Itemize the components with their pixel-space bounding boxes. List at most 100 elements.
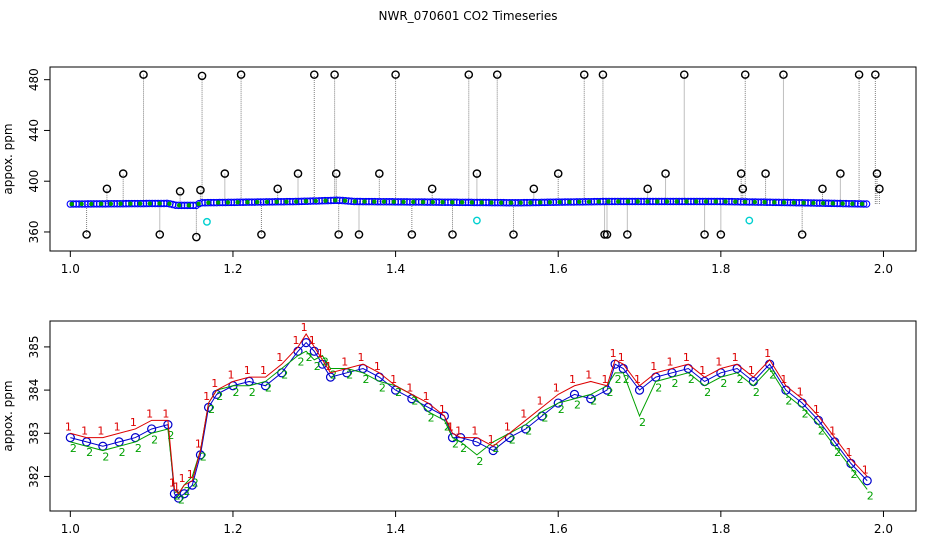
series-point-1: 1 bbox=[325, 360, 332, 373]
baseline-point-green bbox=[372, 199, 377, 204]
baseline-point-green bbox=[791, 200, 797, 205]
y-tick-label: 480 bbox=[27, 68, 41, 91]
y-tick-label: 440 bbox=[27, 119, 41, 142]
series-point-2: 2 bbox=[119, 446, 126, 459]
x-tick-label: 1.4 bbox=[386, 522, 405, 536]
series-point-2: 2 bbox=[216, 390, 223, 403]
outlier-point bbox=[738, 184, 748, 194]
series-point-3 bbox=[553, 398, 563, 408]
series-point-2: 2 bbox=[208, 403, 215, 416]
series-point-2: 2 bbox=[444, 420, 451, 433]
outlier-point bbox=[509, 230, 518, 239]
outlier-point bbox=[553, 169, 563, 178]
baseline-point-green bbox=[674, 199, 679, 204]
series-point-2: 2 bbox=[363, 373, 370, 386]
baseline-point-green bbox=[401, 199, 406, 205]
series-point-1: 1 bbox=[179, 472, 186, 485]
series-point-2: 2 bbox=[655, 381, 662, 394]
outlier-point bbox=[661, 169, 670, 178]
outlier-point bbox=[293, 169, 303, 178]
series-point-1: 1 bbox=[309, 334, 316, 347]
baseline-point-green bbox=[362, 199, 367, 204]
series-point-2: 2 bbox=[607, 386, 614, 399]
series-point-2: 2 bbox=[672, 377, 679, 390]
series-point-1: 1 bbox=[845, 446, 852, 459]
series-point-1: 1 bbox=[341, 356, 348, 369]
baseline-point-green bbox=[313, 198, 318, 204]
series-point-1: 1 bbox=[97, 425, 104, 438]
baseline-point-green bbox=[352, 199, 357, 204]
series-point-2: 2 bbox=[281, 369, 288, 382]
series-point-2: 2 bbox=[737, 373, 744, 386]
series-point-2: 2 bbox=[70, 442, 77, 455]
outlier-point bbox=[602, 230, 612, 239]
drop-point bbox=[745, 216, 754, 225]
series-point-1: 1 bbox=[520, 407, 527, 420]
y-axis-label: appox. ppm bbox=[1, 380, 15, 451]
outlier-point bbox=[118, 169, 128, 178]
series-point-2: 2 bbox=[688, 373, 695, 386]
outlier-point bbox=[600, 230, 609, 239]
series-point-1: 1 bbox=[293, 334, 300, 347]
outlier-point bbox=[102, 184, 112, 194]
series-point-2: 2 bbox=[184, 485, 191, 498]
x-tick-label: 2.0 bbox=[874, 522, 893, 536]
outlier-point bbox=[192, 232, 201, 242]
baseline-point-green bbox=[167, 201, 172, 206]
baseline-point-green bbox=[333, 198, 338, 203]
outlier-point bbox=[197, 71, 207, 81]
baseline-point-green bbox=[762, 199, 767, 205]
series-point-2: 2 bbox=[298, 356, 305, 369]
outlier-point bbox=[273, 184, 282, 194]
outlier-point bbox=[331, 169, 341, 178]
series-point-2: 2 bbox=[232, 386, 239, 399]
outlier-point bbox=[716, 230, 726, 239]
series-point-2: 2 bbox=[322, 356, 329, 369]
x-tick-label: 1.0 bbox=[61, 522, 80, 536]
baseline-point-green bbox=[157, 201, 162, 206]
baseline-point-green bbox=[489, 200, 494, 205]
series-point-1: 1 bbox=[618, 351, 625, 364]
baseline-point-green bbox=[137, 201, 143, 206]
series-point-1: 1 bbox=[610, 347, 617, 360]
baseline-point-green bbox=[459, 200, 465, 205]
outlier-point bbox=[448, 230, 457, 239]
baseline-point-green bbox=[772, 200, 777, 205]
series-point-2: 2 bbox=[704, 386, 711, 399]
outlier-point bbox=[155, 230, 165, 239]
series-point-1: 1 bbox=[406, 381, 413, 394]
series-point-2: 2 bbox=[720, 377, 727, 390]
outlier-point bbox=[818, 184, 827, 194]
baseline-point-green bbox=[586, 199, 592, 204]
series-point-1: 1 bbox=[169, 476, 176, 489]
series-point-2: 2 bbox=[379, 381, 386, 394]
baseline-point-green bbox=[176, 203, 182, 208]
series-point-1: 1 bbox=[374, 360, 381, 373]
baseline-point-green bbox=[508, 200, 514, 205]
outlier-point bbox=[464, 70, 474, 79]
outlier-point bbox=[623, 230, 632, 239]
outlier-point bbox=[871, 70, 880, 79]
outlier-point bbox=[354, 230, 364, 239]
baseline-point-green bbox=[440, 199, 445, 205]
series-point-2: 2 bbox=[306, 351, 313, 364]
series-point-1: 1 bbox=[504, 420, 511, 433]
series-point-1: 1 bbox=[715, 356, 722, 369]
outlier-point bbox=[375, 169, 384, 178]
series-point-1: 1 bbox=[146, 407, 153, 420]
baseline-point-green bbox=[811, 200, 816, 206]
baseline-point-green bbox=[215, 200, 221, 205]
y-tick-label: 385 bbox=[27, 335, 41, 358]
y-tick-label: 383 bbox=[27, 422, 41, 445]
series-point-1: 1 bbox=[471, 425, 478, 438]
series-point-1: 1 bbox=[602, 373, 609, 386]
series-point-1: 1 bbox=[748, 364, 755, 377]
outlier-point bbox=[391, 70, 400, 79]
series-point-1: 1 bbox=[447, 420, 454, 433]
baseline-point-green bbox=[742, 199, 748, 205]
baseline-point-green bbox=[684, 199, 689, 204]
outlier-point bbox=[529, 184, 539, 194]
outlier-point bbox=[196, 185, 205, 195]
baseline-point-green bbox=[606, 199, 611, 204]
baseline-point-green bbox=[801, 200, 806, 206]
